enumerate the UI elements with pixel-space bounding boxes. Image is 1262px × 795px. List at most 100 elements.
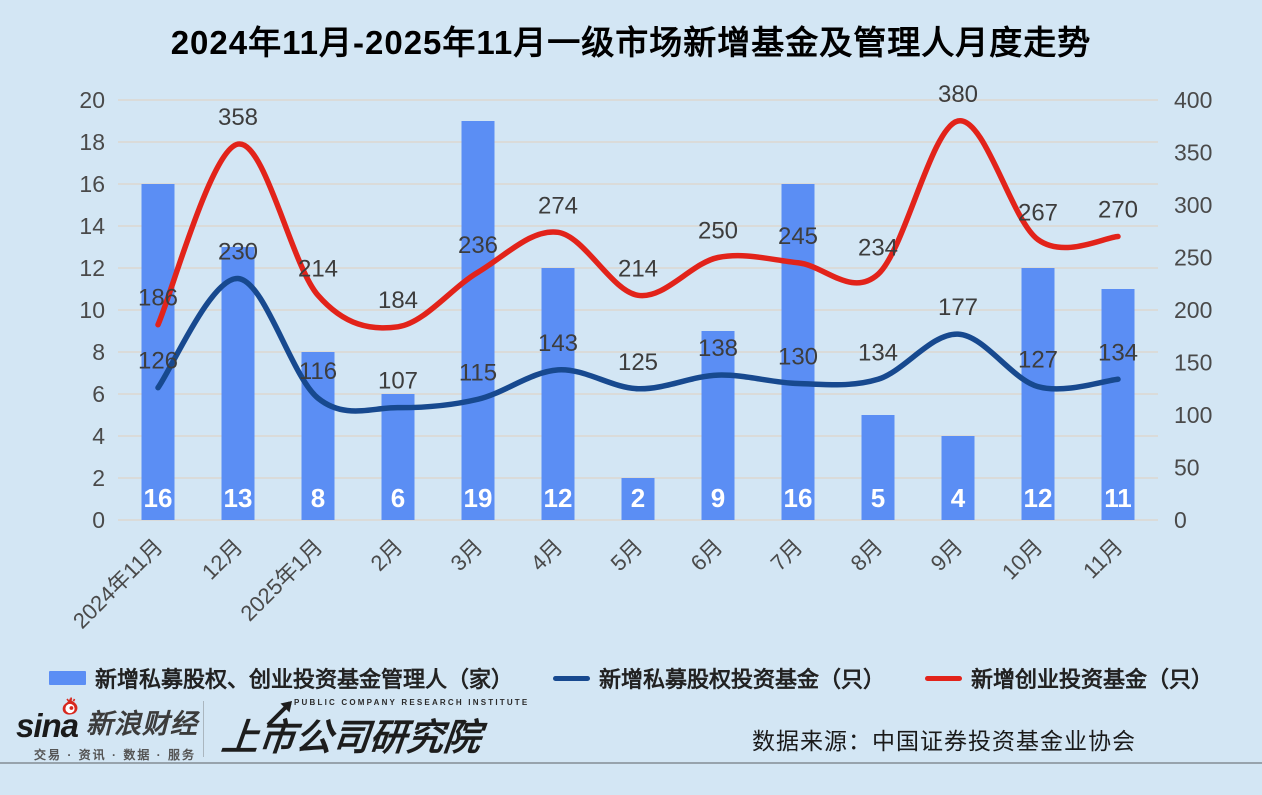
left-axis-tick: 14: [79, 213, 105, 239]
x-axis-label: 9月: [926, 534, 968, 576]
footer-vertical-divider: [203, 701, 204, 757]
line-value-label: 274: [538, 192, 578, 219]
x-axis-label: 2025年1月: [235, 534, 327, 626]
line-value-label: 127: [1018, 347, 1058, 374]
left-axis-tick: 20: [79, 87, 105, 113]
bar-value-label: 12: [544, 483, 573, 513]
line-value-label: 270: [1098, 197, 1138, 224]
right-axis-tick: 300: [1174, 192, 1212, 218]
x-axis-label: 6月: [686, 534, 728, 576]
bar-value-label: 5: [871, 483, 885, 513]
sina-tagline: 交易 · 资讯 · 数据 · 服务: [34, 748, 196, 762]
x-axis-label: 11月: [1078, 534, 1127, 583]
left-axis-tick: 4: [92, 423, 105, 449]
left-axis-tick: 12: [79, 255, 105, 281]
bar: [381, 394, 415, 520]
legend-label: 新增创业投资基金（只）: [971, 667, 1214, 692]
bar-series-swatch: [48, 671, 86, 685]
line-value-label: 380: [938, 81, 978, 108]
chart-legend: 新增私募股权、创业投资基金管理人（家） 新增私募股权投资基金（只） 新增创业投资…: [0, 662, 1262, 694]
pe-fund-line: [155, 275, 1121, 414]
right-axis-tick: 50: [1174, 455, 1200, 481]
left-axis-tick: 8: [92, 339, 105, 365]
up-arrow-icon: [266, 701, 292, 727]
sina-flame-icon: [62, 697, 78, 715]
navy-line-swatch: [552, 675, 590, 681]
right-axis-tick: 0: [1174, 507, 1187, 533]
x-axis-label: 4月: [526, 534, 568, 576]
bar: [621, 478, 655, 520]
x-axis-label: 10月: [997, 534, 1048, 585]
right-axis-tick: 400: [1174, 87, 1212, 113]
data-source: 数据来源：中国证券投资基金业协会: [752, 728, 1136, 754]
x-axis-label: 3月: [446, 534, 488, 576]
x-axis-label: 2月: [366, 534, 408, 576]
line-value-label: 134: [858, 339, 898, 366]
research-institute-logo: PUBLIC COMPANY RESEARCH INSTITUTE 上市公司研究…: [219, 698, 530, 761]
bar-value-label: 13: [224, 483, 253, 513]
right-axis-tick: 250: [1174, 245, 1212, 271]
line-value-label: 115: [459, 359, 497, 386]
legend-item-pe-funds: 新增私募股权投资基金（只）: [552, 662, 885, 694]
bar: [941, 436, 975, 520]
legend-label: 新增私募股权投资基金（只）: [598, 667, 885, 692]
left-axis-tick: 2: [92, 465, 105, 491]
line-value-label: 177: [938, 294, 978, 321]
line-value-label: 236: [458, 232, 498, 259]
bar: [1101, 289, 1135, 520]
x-axis-label: 7月: [766, 534, 808, 576]
line-value-label: 186: [138, 285, 178, 312]
bar-value-label: 8: [311, 483, 325, 513]
line-value-label: 130: [778, 344, 818, 371]
footer-divider-line: [0, 762, 1262, 764]
sina-cn-name: 新浪财经: [86, 709, 199, 739]
line-value-label: 138: [698, 335, 738, 362]
sina-finance-logo: sina 新浪财经 交易 · 资讯 · 数据 · 服务: [16, 697, 199, 763]
line-value-label: 143: [538, 330, 578, 357]
right-axis-tick: 150: [1174, 350, 1212, 376]
legend-item-managers: 新增私募股权、创业投资基金管理人（家）: [48, 662, 513, 694]
left-axis-tick: 6: [92, 381, 105, 407]
left-axis-tick: 18: [79, 129, 105, 155]
line-value-label: 107: [378, 368, 418, 395]
line-value-label: 250: [698, 218, 738, 245]
bar-value-label: 2: [631, 483, 645, 513]
page-title: 2024年11月-2025年11月一级市场新增基金及管理人月度走势: [170, 24, 1092, 61]
footer: sina 新浪财经 交易 · 资讯 · 数据 · 服务 PUBLIC COMPA…: [0, 697, 1262, 795]
line-value-label: 116: [299, 358, 337, 385]
sina-text: sina: [16, 707, 79, 745]
sina-wordmark: sina: [16, 697, 79, 745]
institute-name-en: PUBLIC COMPANY RESEARCH INSTITUTE: [294, 698, 530, 707]
line-value-label: 214: [618, 255, 658, 282]
bar: [701, 331, 735, 520]
line-value-label: 230: [218, 239, 258, 266]
bar: [541, 268, 575, 520]
line-value-label: 214: [298, 255, 338, 282]
line-value-label: 358: [218, 104, 258, 131]
x-axis-label: 12月: [197, 534, 248, 585]
x-axis-label: 2024年11月: [68, 534, 168, 634]
bar-value-label: 9: [711, 483, 725, 513]
bar-value-label: 12: [1024, 483, 1053, 513]
bar-value-label: 16: [784, 483, 813, 513]
left-axis-tick: 16: [79, 171, 105, 197]
legend-item-vc-funds: 新增创业投资基金（只）: [925, 662, 1213, 694]
bar: [861, 415, 895, 520]
vc-fund-line: [155, 118, 1121, 331]
line-value-label: 134: [1098, 339, 1138, 366]
bar: [221, 247, 255, 520]
bar-value-label: 16: [144, 483, 173, 513]
line-value-label: 125: [618, 349, 658, 376]
right-axis-tick: 200: [1174, 297, 1212, 323]
line-value-label: 267: [1018, 200, 1058, 227]
line-value-label: 245: [778, 223, 818, 250]
bar: [781, 184, 815, 520]
bar: [461, 121, 495, 520]
combo-chart-canvas: 0246810121416182005010015020025030035040…: [68, 81, 1212, 634]
right-axis-tick: 350: [1174, 140, 1212, 166]
line-value-label: 184: [378, 287, 418, 314]
x-axis-label: 5月: [606, 534, 648, 576]
bar: [301, 352, 335, 520]
bar-value-label: 19: [464, 483, 493, 513]
